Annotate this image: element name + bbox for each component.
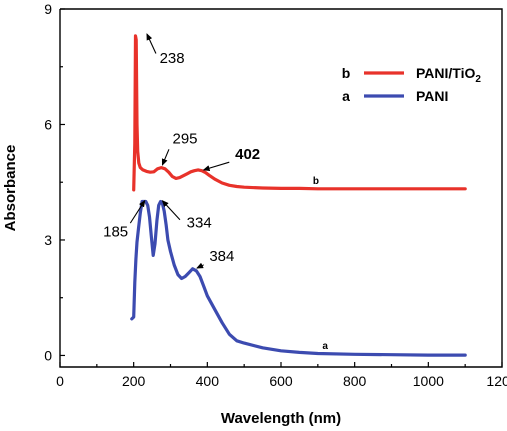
peak-label: 402 bbox=[235, 146, 260, 163]
legend-key: a bbox=[342, 88, 350, 104]
y-tick-label: 3 bbox=[44, 232, 52, 248]
peak-label: 185 bbox=[103, 223, 128, 240]
y-tick-label: 0 bbox=[44, 347, 52, 363]
x-tick-label: 400 bbox=[196, 373, 220, 389]
peak-label: 334 bbox=[187, 215, 212, 232]
y-axis-title: Absorbance bbox=[2, 145, 19, 232]
annotation-arrow bbox=[196, 262, 204, 269]
annotation-layer: 238 295 402 185 334 384 b a bbox=[103, 33, 328, 352]
curve-tag: b bbox=[313, 176, 319, 187]
y-tick-label: 9 bbox=[44, 1, 52, 17]
y-tick-label: 6 bbox=[44, 116, 52, 132]
legend: b PANI/TiO2 a PANI bbox=[342, 65, 482, 104]
annotation-arrow bbox=[129, 199, 146, 224]
annotation-arrow bbox=[161, 149, 170, 166]
x-tick-label: 1000 bbox=[413, 373, 444, 389]
series-line-b bbox=[132, 34, 467, 192]
annotation-arrow bbox=[161, 199, 181, 221]
x-tick-label: 0 bbox=[56, 373, 64, 389]
annotation-arrow bbox=[202, 161, 230, 172]
x-tick-label: 800 bbox=[343, 373, 367, 389]
peak-label: 238 bbox=[160, 50, 185, 67]
legend-label: PANI bbox=[416, 88, 448, 104]
x-tick-label: 200 bbox=[122, 373, 146, 389]
legend-label: PANI/TiO2 bbox=[416, 65, 481, 85]
peak-label: 295 bbox=[173, 131, 198, 148]
curve-tag: a bbox=[322, 341, 328, 352]
peak-label: 384 bbox=[209, 248, 234, 265]
legend-key: b bbox=[342, 65, 351, 81]
series-layer bbox=[130, 34, 467, 357]
x-tick-label: 600 bbox=[269, 373, 293, 389]
series-line-a bbox=[130, 199, 467, 357]
x-axis-title: Wavelength (nm) bbox=[221, 410, 341, 427]
annotation-arrow bbox=[146, 33, 157, 54]
